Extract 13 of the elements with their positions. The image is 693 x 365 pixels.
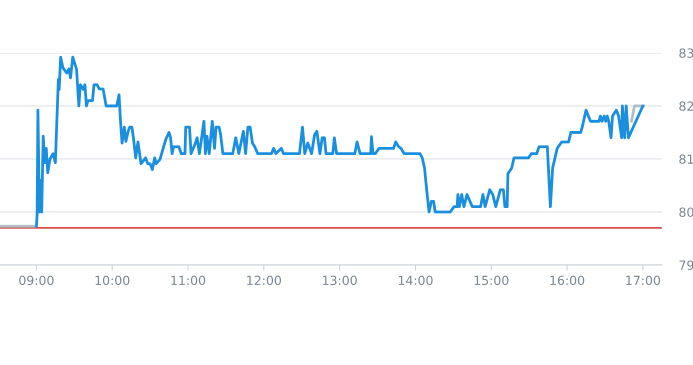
y-tick-label: 83 [679,48,693,58]
x-tick-label: 13:00 [322,276,357,286]
x-tick-label: 17:00 [626,276,660,286]
x-tick-label: 10:00 [96,276,130,286]
line-series [35,56,644,228]
y-tick-label: 82 [679,101,693,111]
x-tick-label: 09:00 [19,276,54,286]
x-tick-label: 14:00 [398,276,433,286]
x-tick-label: 16:00 [550,276,584,286]
y-tick-label: 81 [679,154,693,164]
x-tick-label: 11:00 [171,276,206,286]
x-tick-label: 12:00 [247,276,281,286]
x-tick-label: 15:00 [474,276,508,286]
